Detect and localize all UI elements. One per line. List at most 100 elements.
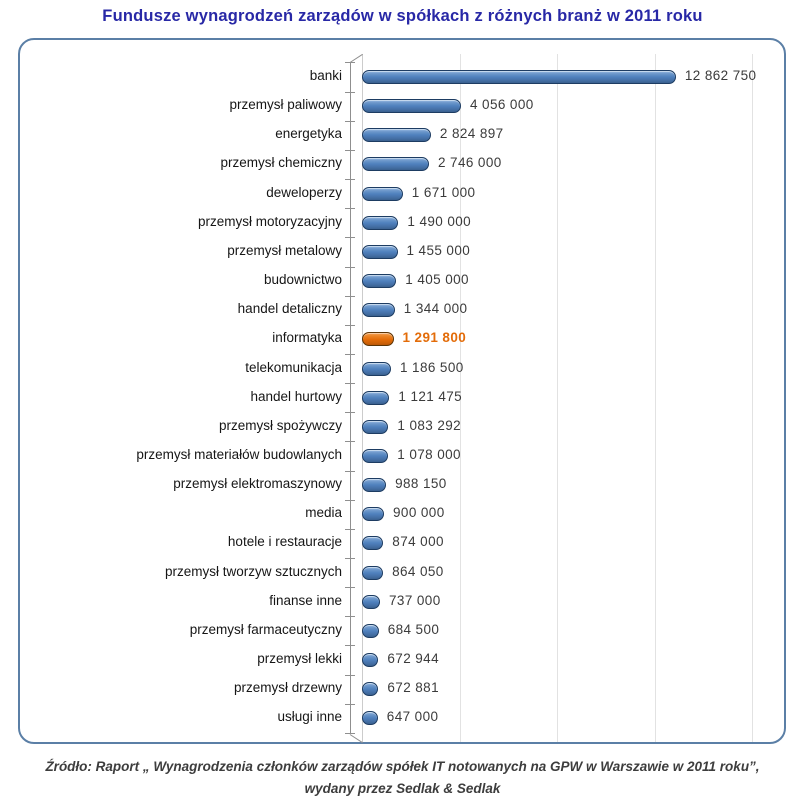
category-label: media [305,505,342,521]
bar [362,536,384,551]
category-label: informatyka [272,330,342,346]
axis-tick [345,383,355,385]
value-label: 1 490 000 [407,213,472,229]
bar [362,594,380,609]
value-label: 672 944 [387,651,439,666]
category-label: energetyka [275,126,342,142]
value-label: 1 671 000 [411,184,476,200]
category-label: budownictwo [263,272,342,287]
axis-tick [345,558,355,559]
bar [362,274,397,288]
value-label: 672 881 [387,680,439,696]
bar [362,711,378,726]
category-label: telekomunikacja [245,359,342,375]
axis-tick [345,528,355,530]
category-axis-line [350,62,351,734]
axis-tick [345,208,355,210]
bar [362,303,395,318]
bar [362,99,461,114]
axis-tick [345,120,355,122]
axis-tick [345,179,355,180]
bar [362,157,429,172]
category-label: handel hurtowy [250,388,342,404]
axis-tick [345,732,355,734]
category-label: przemysł drzewny [233,680,342,696]
gridline [654,54,656,742]
chart-frame: banki 12 862 750 przemysł paliwowy 4 056 00… [18,38,786,744]
axis-tick [345,266,355,268]
value-label: 1 121 475 [398,388,463,404]
chart-title: Fundusze wynagrodzeń zarządów w spółkach… [102,7,703,25]
category-label: przemysł lekki [257,651,342,666]
category-label: przemysł farmaceutyczny [189,621,342,637]
category-label: przemysł metalowy [227,242,342,258]
category-label: przemysł chemiczny [220,155,342,171]
category-label: przemysł tworzyw sztucznych [164,563,342,579]
bar [362,70,676,84]
value-label: 1 344 000 [403,301,468,317]
value-label: 1 186 500 [400,359,464,375]
category-label: usługi inne [277,709,342,725]
gridline [557,54,559,742]
category-label: banki [309,68,342,83]
value-label: 988 150 [395,476,447,492]
bar [362,215,399,230]
value-label: 1 083 292 [397,417,462,433]
axis-tick [345,324,355,326]
bar [362,448,389,463]
axis-tick [345,587,355,589]
axis-tick [345,499,355,501]
value-label: 737 000 [389,592,441,608]
source-line-1: Źródło: Raport „ Wynagrodzenia członków … [45,759,760,774]
value-label: 1 078 000 [397,446,461,462]
axis-tick [345,703,355,705]
bar [362,361,391,376]
bar [362,478,387,493]
axis-tick [345,616,355,618]
value-label: 1 455 000 [406,242,471,258]
category-label: hotele i restauracje [227,534,342,550]
value-label: 12 862 750 [684,68,757,83]
bar [362,565,384,580]
axis-tick [345,353,355,355]
value-label: 900 000 [393,505,445,521]
category-label: deweloperzy [266,184,342,200]
axis-tick [345,470,355,472]
axis-tick [345,149,355,151]
value-label: 864 050 [392,563,444,579]
value-label: 874 000 [392,534,444,550]
bar [362,653,379,667]
bar [362,682,379,697]
source-line-2: wydany przez Sedlak & Sedlak [304,781,501,797]
bar [362,186,403,201]
value-label: 1 291 800 [402,330,467,346]
value-label: 2 824 897 [439,126,504,142]
axis-tick [345,62,355,64]
value-label: 4 056 000 [470,97,534,113]
value-label: 684 500 [387,621,440,637]
category-label: przemysł spożywczy [218,417,342,433]
value-label: 647 000 [386,709,439,725]
value-label: 2 746 000 [438,155,502,171]
gridline [752,54,754,742]
source-caption: Źródło: Raport „ Wynagrodzenia członków … [0,756,805,801]
axis-tick [345,674,355,676]
bar [362,623,379,638]
category-label: przemysł paliwowy [229,97,342,113]
gridline [459,54,461,742]
category-label: finanse inne [269,592,342,608]
bar [362,244,398,259]
bar [362,419,389,434]
value-label: 1 405 000 [405,272,469,287]
bar [362,332,394,347]
axis-tick [345,441,355,443]
bar [362,390,390,405]
axis-tick [345,645,355,647]
axis-tick [345,295,355,297]
axis-tick [345,412,355,414]
bar [362,507,384,522]
category-label: przemysł motoryzacyjny [197,213,342,229]
category-label: przemysł materiałów budowlanych [136,446,342,462]
axis-tick [345,91,355,93]
